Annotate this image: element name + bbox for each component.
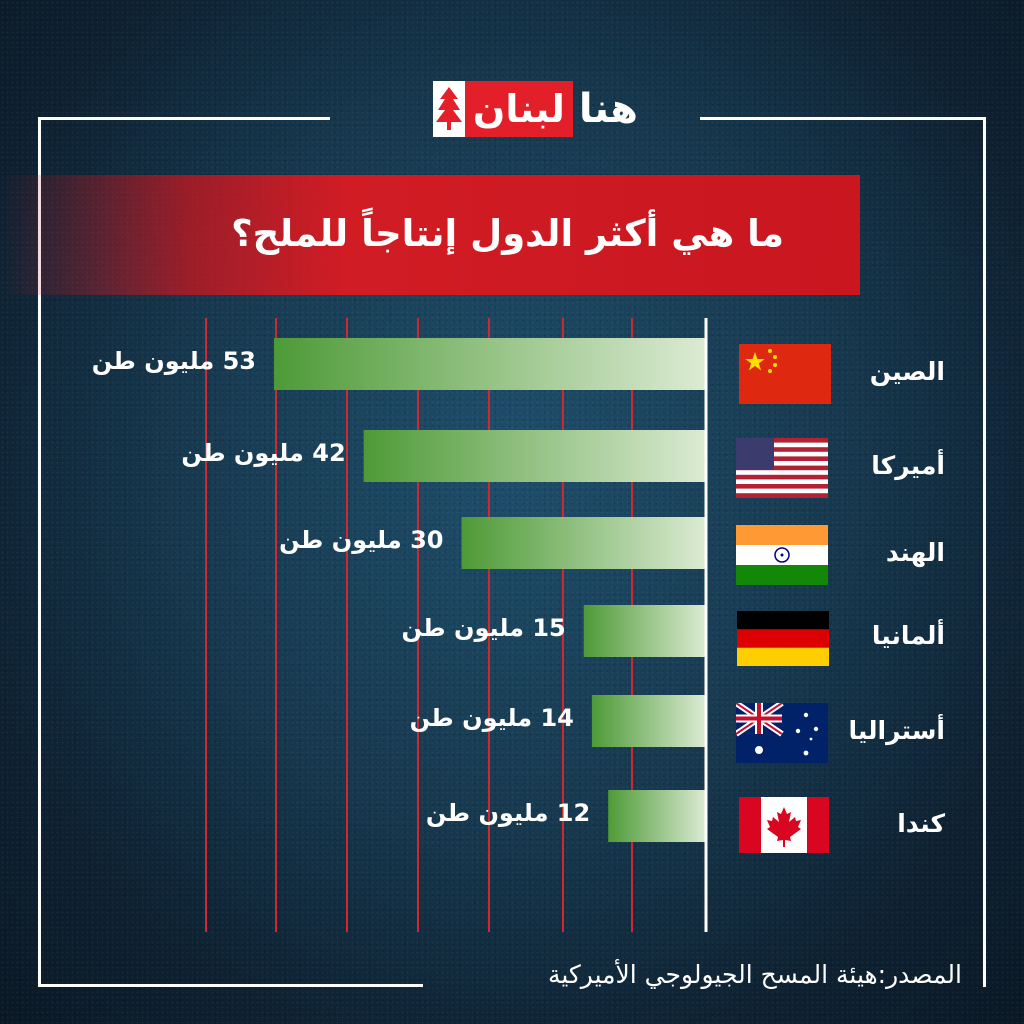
canada-flag	[739, 797, 831, 857]
frame-top-left	[38, 117, 330, 120]
category-label: ألمانيا	[871, 621, 945, 650]
category-label: أستراليا	[848, 716, 945, 745]
bar	[608, 790, 706, 842]
frame-right	[983, 117, 986, 987]
china-flag	[739, 344, 831, 404]
germany-flag	[737, 611, 829, 671]
bar-value-label: 42 مليون طن	[181, 439, 346, 467]
chart-title: ما هي أكثر الدول إنتاجاً للملح؟	[231, 212, 784, 255]
bar-value-label: 12 مليون طن	[425, 799, 591, 827]
bar-value-label: 15 مليون طن	[401, 614, 566, 642]
usa-flag	[736, 438, 828, 498]
australia-flag	[736, 703, 828, 763]
bar	[583, 605, 706, 657]
bar	[461, 517, 706, 569]
logo-text-red: لبنان	[464, 81, 573, 137]
bar	[363, 430, 706, 482]
source-note: المصدر:هيئة المسح الجيولوجي الأميركية	[547, 960, 962, 989]
logo-text-white: هنا	[578, 86, 638, 132]
category-label: أميركا	[871, 451, 945, 480]
bar	[591, 695, 706, 747]
bar-value-label: 53 مليون طن	[91, 347, 256, 375]
category-label: كندا	[897, 809, 945, 838]
title-banner	[0, 175, 860, 295]
bar-value-label: 30 مليون طن	[279, 526, 444, 554]
cedar-icon	[432, 81, 465, 137]
frame-left	[38, 117, 41, 987]
logo: هنا لبنان	[393, 80, 638, 138]
frame-top-right	[700, 117, 986, 120]
bar	[274, 338, 706, 390]
india-flag	[736, 525, 828, 585]
frame-bottom	[38, 984, 423, 987]
bar-value-label: 14 مليون طن	[409, 704, 574, 732]
category-label: الصين	[869, 357, 945, 386]
category-label: الهند	[885, 538, 945, 567]
